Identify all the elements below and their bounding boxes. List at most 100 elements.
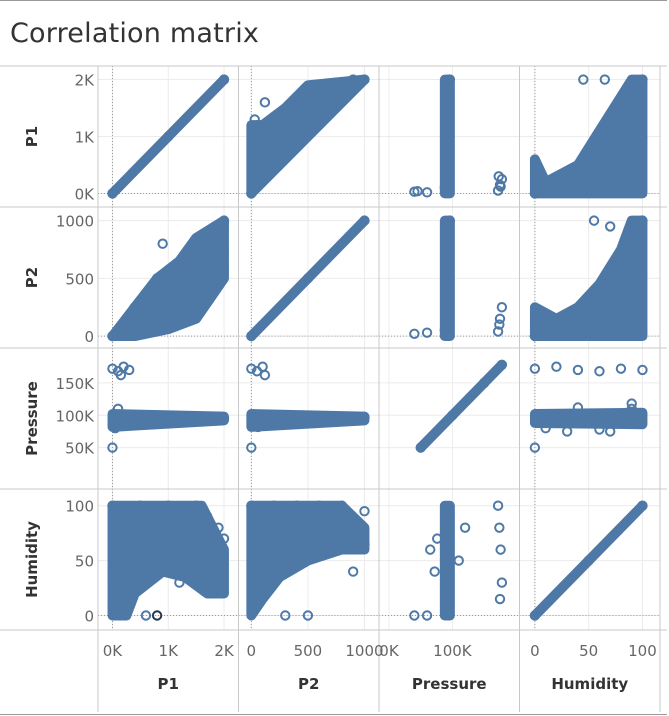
series-p1-vs-humidity [529, 74, 648, 199]
scatter-point [551, 321, 562, 333]
scatter-point [151, 412, 163, 424]
scatter-point [174, 261, 185, 273]
series-p1-vs-p1 [107, 74, 230, 199]
scatter-point [561, 317, 573, 328]
dense-point-cloud [246, 409, 370, 432]
x-tick-label: 0 [530, 642, 540, 660]
scatter-point [202, 284, 213, 296]
scatter-point [494, 522, 505, 533]
scatter-point [118, 319, 129, 330]
x-tick-label: 0K [379, 642, 400, 660]
column-header-pressure: Pressure [412, 675, 487, 693]
scatter-point [443, 238, 454, 249]
scatter-point [107, 500, 118, 511]
scatter-point [129, 302, 140, 313]
scatter-point [442, 273, 453, 284]
column-header-p2: P2 [298, 675, 319, 693]
scatter-point [107, 442, 118, 453]
scatter-point [561, 171, 573, 182]
y-tick-label: 100 [65, 498, 94, 516]
y-tick-label: 2K [75, 72, 96, 90]
scatter-point [493, 171, 504, 182]
scatter-point [107, 188, 118, 199]
scatter-point [135, 413, 146, 424]
scatter-point [280, 610, 291, 621]
scatter-point [268, 500, 280, 511]
row-header-humidity: Humidity [23, 521, 41, 598]
y-tick-label: 1K [75, 129, 96, 147]
series-humidity-vs-humidity [529, 500, 648, 621]
page-title: Correlation matrix [10, 18, 260, 49]
scatter-point [583, 298, 594, 309]
scatter-point [535, 185, 546, 196]
scatter-point [496, 577, 508, 588]
series-humidity-vs-p2 [246, 500, 370, 621]
scatter-point [190, 500, 202, 511]
x-tick-label: 0K [103, 642, 124, 660]
scatter-point [529, 188, 541, 199]
scatter-point [246, 330, 257, 342]
scatter-point [302, 102, 314, 114]
x-tick-label: 0 [247, 642, 257, 660]
scatter-point [140, 290, 152, 301]
scatter-point [336, 500, 348, 511]
x-tick-label: 100 [628, 642, 657, 660]
series-pressure-vs-humidity [529, 361, 648, 453]
scatter-point [110, 423, 121, 434]
y-tick-label: 500 [65, 270, 94, 288]
y-tick-label: 0 [84, 608, 94, 626]
x-tick-label: 1K [159, 642, 180, 660]
scatter-point [572, 307, 584, 319]
scatter-point [421, 610, 433, 621]
scatter-point [246, 500, 257, 511]
scatter-point [425, 544, 436, 555]
dense-point-cloud [246, 74, 370, 199]
scatter-point [604, 221, 616, 232]
scatter-point [415, 442, 426, 453]
scatter-point [439, 182, 451, 193]
series-humidity-vs-p1 [107, 500, 230, 621]
scatter-point [492, 500, 504, 511]
scatter-point [572, 402, 584, 413]
scatter-point [583, 555, 594, 566]
scatter-point [494, 593, 506, 605]
scatter-point [218, 413, 230, 424]
row-header-p2: P2 [23, 267, 41, 288]
scatter-point [615, 363, 627, 374]
scatter-point [459, 522, 471, 533]
identity-band [415, 359, 507, 453]
series-pressure-vs-pressure [415, 359, 508, 453]
y-tick-label: 50K [65, 440, 95, 458]
scatter-point [637, 74, 648, 85]
scatter-point [594, 424, 605, 435]
dense-point-cloud [439, 500, 455, 621]
series-p2-vs-pressure [409, 215, 508, 342]
scatter-point [347, 74, 359, 85]
scatter-point [302, 610, 314, 621]
scatter-point [213, 522, 224, 533]
scatter-point [421, 327, 433, 338]
scatter-point [594, 366, 605, 377]
scatter-point [626, 226, 637, 238]
y-tick-label: 150K [56, 375, 96, 393]
scatter-point [218, 74, 230, 85]
scatter-point [594, 136, 605, 148]
scatter-point [168, 319, 180, 330]
scatter-point [252, 128, 264, 139]
scatter-point [494, 319, 505, 330]
x-tick-label: 50 [579, 642, 598, 660]
scatter-point [637, 215, 648, 226]
scatter-point [359, 412, 370, 423]
scatter-point [572, 165, 584, 176]
scatter-point [409, 328, 420, 340]
scatter-point [246, 442, 257, 453]
series-p2-vs-p1 [107, 215, 230, 342]
dense-point-cloud [439, 74, 455, 199]
scatter-point [151, 273, 163, 284]
scatter-point [185, 255, 196, 267]
scatter-point [496, 302, 508, 313]
scatter-point [432, 533, 443, 544]
scatter-point [123, 364, 135, 376]
